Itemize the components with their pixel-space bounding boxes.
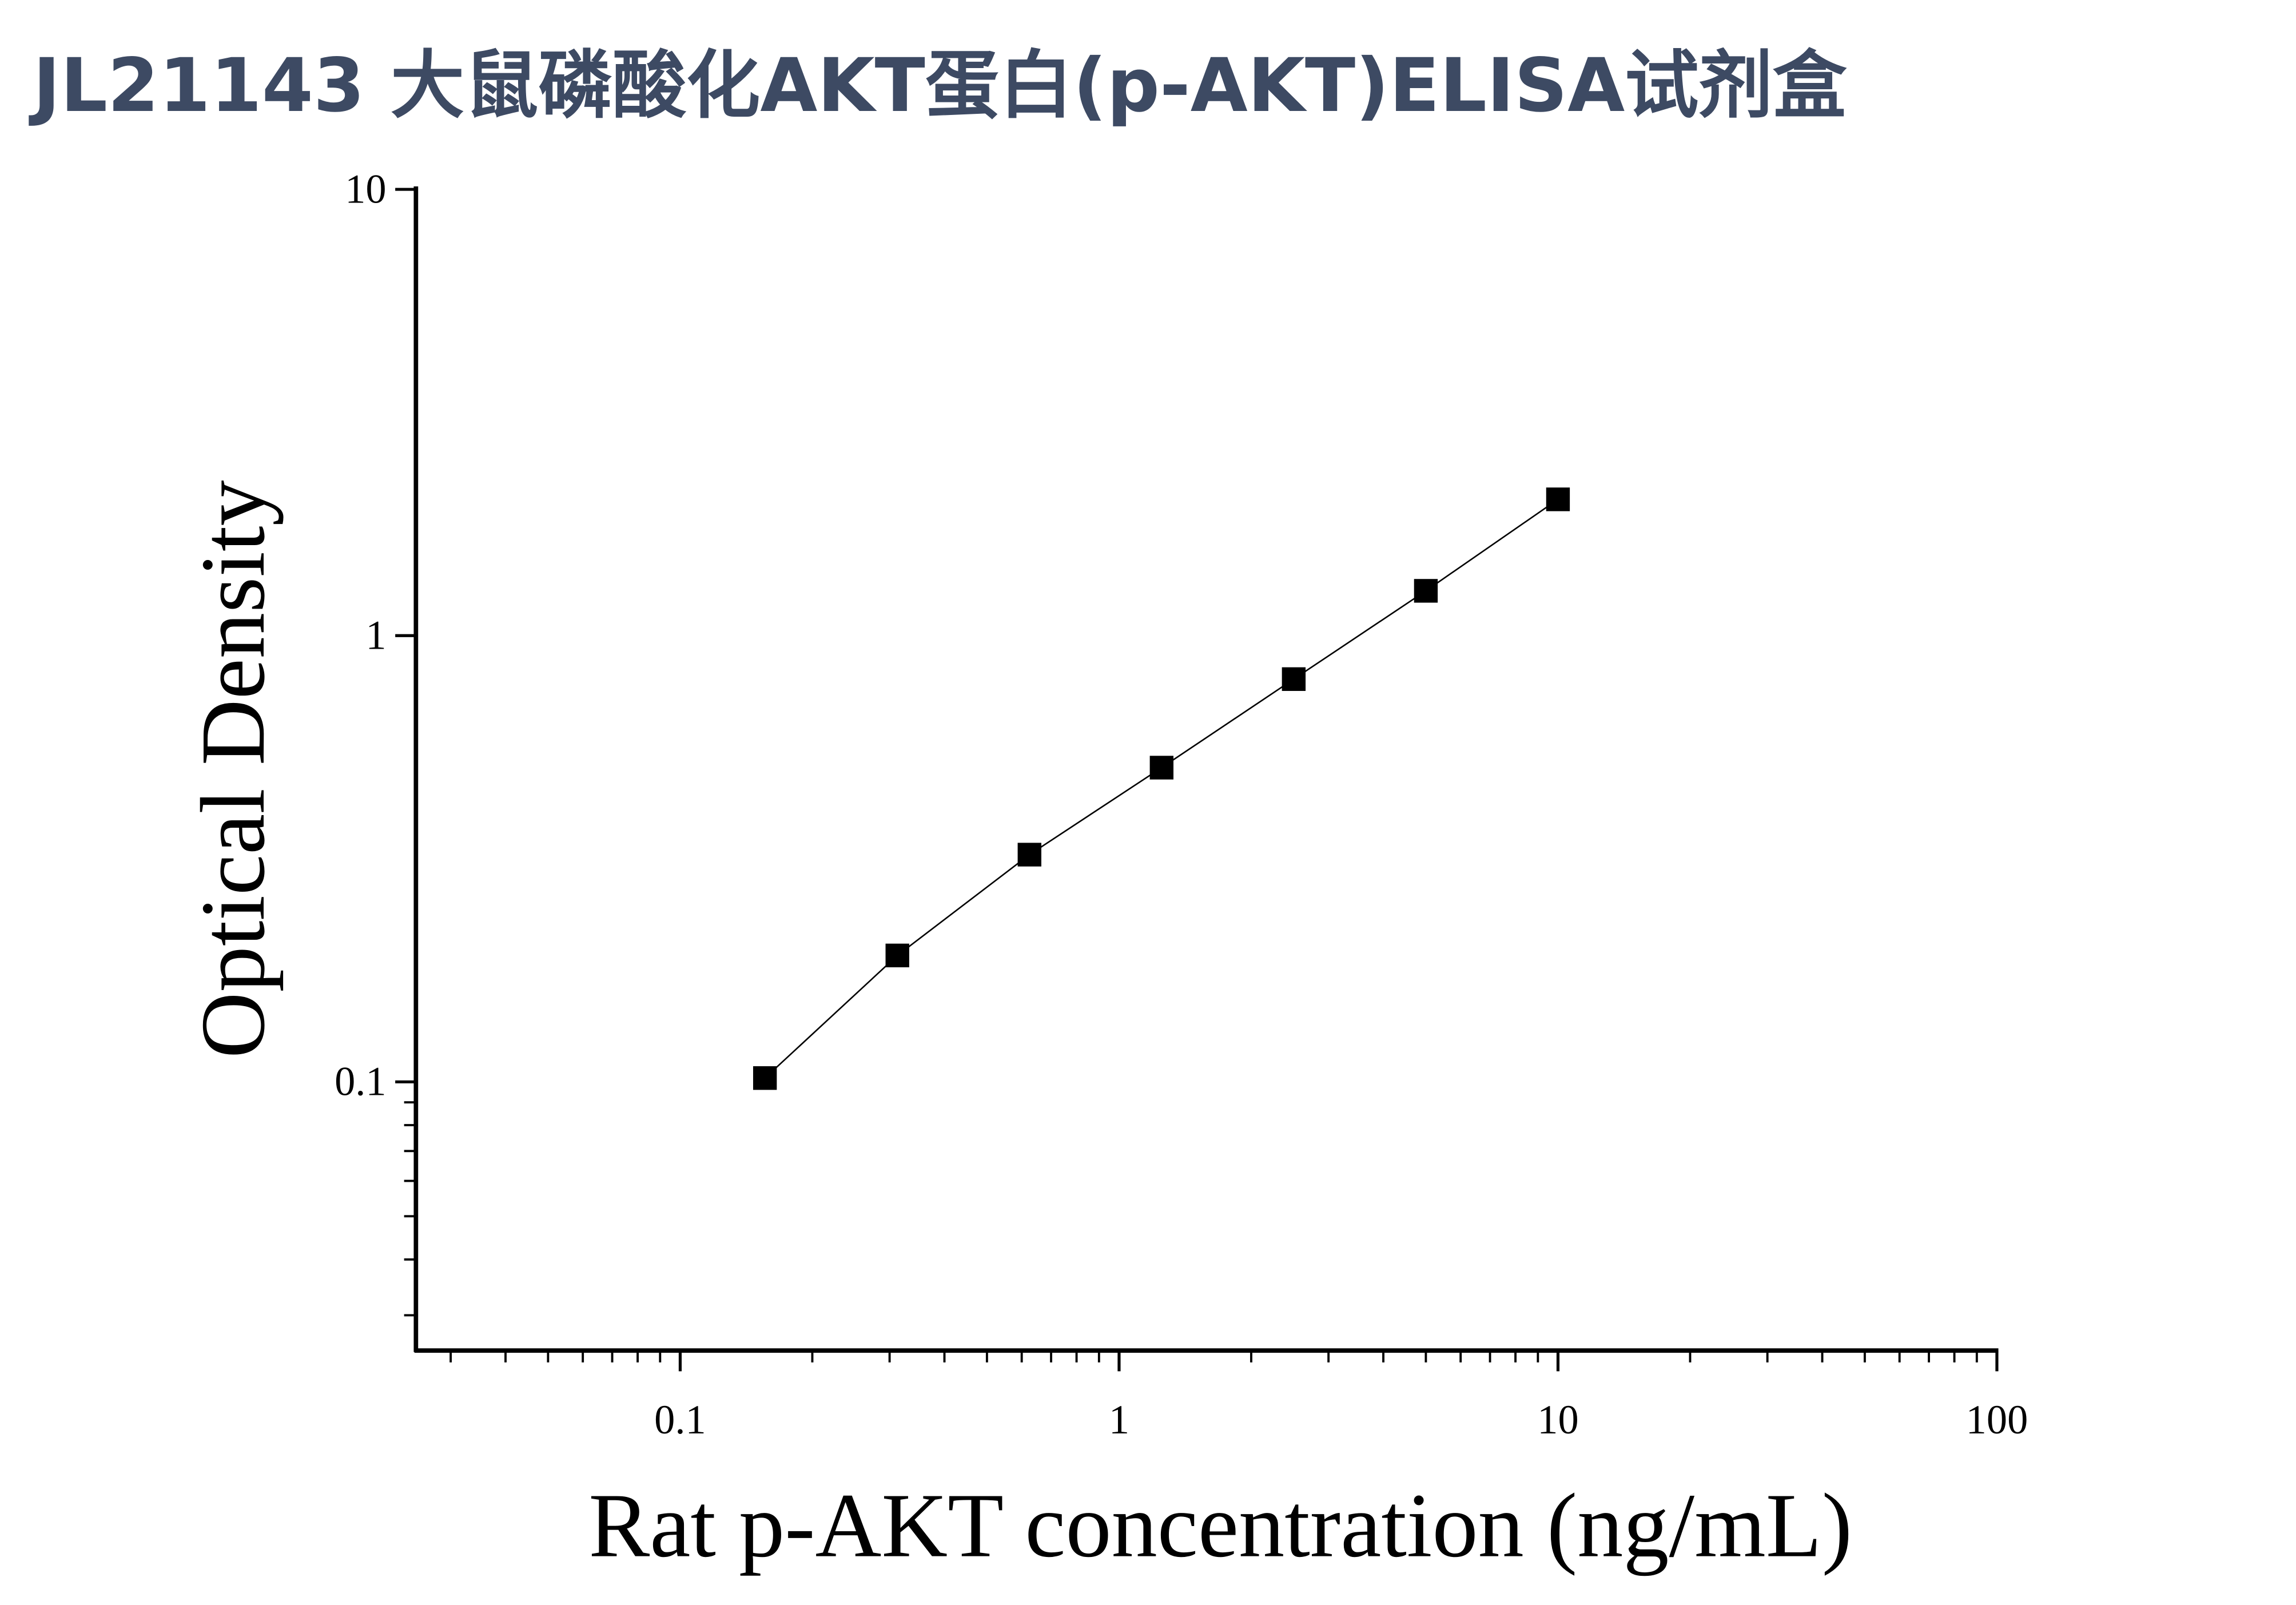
x-tick-label: 10 — [1537, 1396, 1578, 1443]
data-point — [885, 943, 909, 968]
y-tick-label: 10 — [345, 165, 386, 212]
x-tick-label: 0.1 — [654, 1396, 706, 1443]
data-point — [753, 1066, 777, 1090]
y-tick-label: 0.1 — [335, 1058, 387, 1105]
data-point — [1149, 756, 1174, 780]
y-tick-label: 1 — [365, 612, 386, 658]
x-axis-label: Rat p-AKT concentration (ng/mL) — [588, 1475, 1852, 1576]
x-tick-label: 100 — [1966, 1396, 2028, 1443]
fit-line — [764, 498, 1559, 1079]
data-point — [1414, 579, 1438, 603]
data-point — [1546, 487, 1570, 511]
chart-title: JL21143 大鼠磷酸化AKT蛋白(p-AKT)ELISA试剂盒 — [29, 43, 1847, 129]
data-point — [1282, 667, 1306, 691]
y-axis-label: Optical Density — [182, 480, 284, 1058]
x-tick-label: 1 — [1109, 1396, 1129, 1443]
data-point — [1017, 843, 1041, 867]
